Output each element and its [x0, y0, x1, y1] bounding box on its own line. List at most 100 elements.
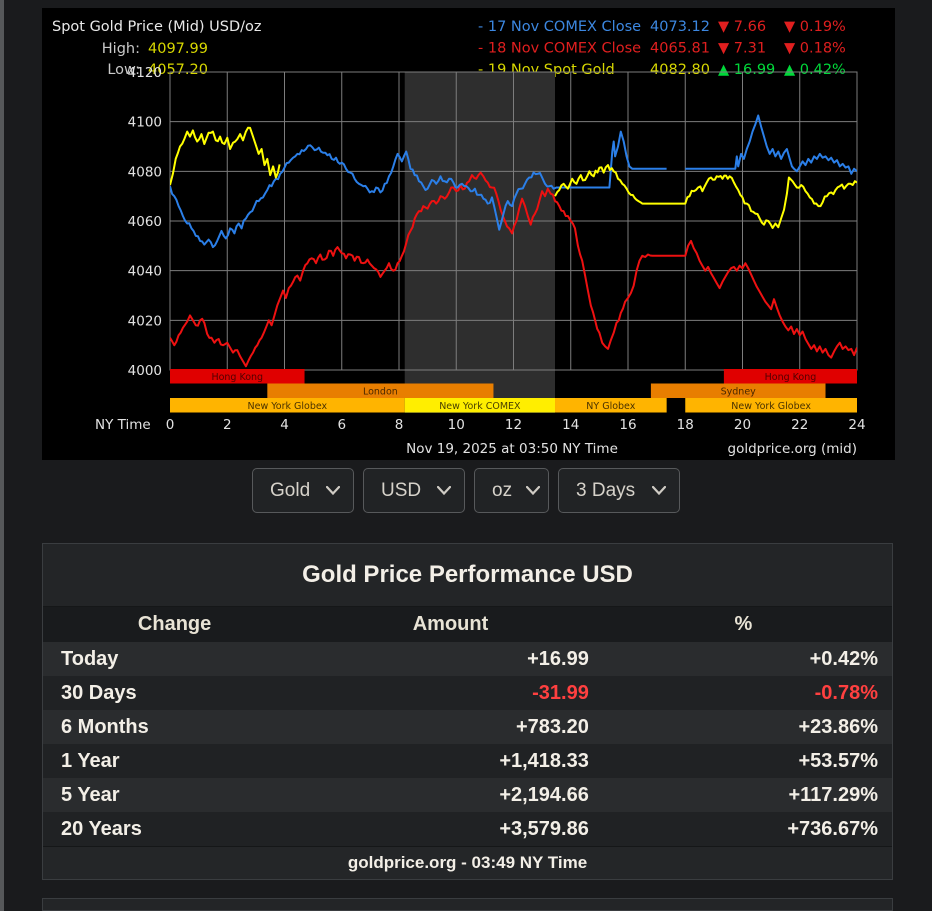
- high-value: 4097.99: [148, 41, 208, 57]
- x-tick-label: 20: [734, 417, 751, 433]
- x-tick-label: 6: [337, 417, 346, 433]
- session-label: New York Globex: [248, 401, 328, 412]
- x-tick-label: 14: [562, 417, 579, 433]
- chart-caption: Nov 19, 2025 at 03:50 NY Time: [406, 441, 618, 457]
- session-label: Hong Kong: [765, 372, 817, 383]
- table-row-6-months: 6 Months +783.20 +23.86%: [43, 710, 892, 744]
- price-line-17-nov-comex-close: [685, 114, 857, 175]
- x-tick-label: 12: [505, 417, 522, 433]
- column-header-pct: %: [734, 613, 753, 635]
- x-tick-label: 8: [395, 417, 404, 433]
- table-row-1-year: 1 Year +1,418.33 +53.57%: [43, 744, 892, 778]
- y-tick-label: 4040: [128, 264, 162, 280]
- x-tick-label: 24: [848, 417, 865, 433]
- metal-select-value: Gold: [270, 479, 311, 501]
- session-label: New York Globex: [731, 401, 811, 412]
- currency-select[interactable]: USD: [363, 468, 465, 513]
- performance-table-header: Change Amount %: [43, 607, 892, 642]
- legend-value: 4065.81: [650, 41, 710, 57]
- plot-border: [169, 71, 858, 371]
- unit-select[interactable]: oz: [474, 468, 549, 513]
- session-bar-hong-kong: [723, 369, 857, 384]
- gold-price-chart: Spot Gold Price (Mid) USD/oz High: 4097.…: [52, 19, 866, 457]
- table-row-5-year: 5 Year +2,194.66 +117.29%: [43, 778, 892, 812]
- price-line-18-nov-comex-close: [170, 171, 857, 368]
- legend-pct: ▼ 0.19%: [784, 19, 846, 35]
- chart-source: goldprice.org (mid): [728, 441, 857, 457]
- row-amount: +2,194.66: [499, 783, 589, 806]
- row-pct: +736.67%: [787, 817, 878, 840]
- legend-change: ▲ 16.99: [718, 62, 775, 78]
- y-tick-label: 4000: [128, 363, 162, 379]
- session-label: New York COMEX: [439, 401, 521, 412]
- row-amount: +16.99: [527, 647, 589, 670]
- chart-legend: - 17 Nov COMEX Close 4073.12 ▼ 7.66 ▼ 0.19%…: [478, 19, 846, 78]
- row-label: 1 Year: [61, 749, 120, 772]
- session-label: NY Globex: [586, 401, 635, 412]
- row-pct: -0.78%: [814, 681, 878, 704]
- session-label: London: [363, 387, 398, 398]
- low-value: 4057.20: [148, 62, 208, 78]
- gold-price-chart-panel: Spot Gold Price (Mid) USD/oz High: 4097.…: [42, 8, 895, 460]
- x-tick-label: 10: [448, 417, 465, 433]
- row-pct: +117.29%: [788, 783, 878, 806]
- range-select-value: 3 Days: [576, 479, 636, 501]
- metal-select[interactable]: Gold: [252, 468, 354, 513]
- x-tick-label: 18: [677, 417, 694, 433]
- row-pct: +0.42%: [809, 647, 878, 670]
- table-row-30-days: 30 Days -31.99 -0.78%: [43, 676, 892, 710]
- chart-title: Spot Gold Price (Mid) USD/oz: [52, 19, 262, 35]
- legend-pct: ▲ 0.42%: [784, 62, 846, 78]
- session-bar-london: [267, 383, 494, 398]
- legend-change: ▼ 7.31: [718, 41, 766, 57]
- legend-pct: ▼ 0.18%: [784, 41, 846, 57]
- legend-label: - 17 Nov COMEX Close: [478, 19, 641, 35]
- x-tick-label: 4: [280, 417, 289, 433]
- x-tick-label: 16: [619, 417, 636, 433]
- session-label: Sydney: [721, 387, 757, 398]
- chevron-down-icon: [526, 486, 541, 495]
- session-bar-hong-kong: [170, 369, 305, 384]
- row-amount: +3,579.86: [499, 817, 589, 840]
- session-bar-new-york-globex: [685, 398, 857, 413]
- performance-table-rows: Today +16.99 +0.42% 30 Days -31.99 -0.78% 6 Mo…: [43, 642, 892, 846]
- performance-table-footer: goldprice.org - 03:49 NY Time: [43, 846, 892, 879]
- session-label: Hong Kong: [211, 372, 263, 383]
- y-tick-label: 4120: [128, 65, 162, 81]
- high-label: High:: [102, 41, 140, 57]
- chevron-down-icon: [437, 486, 451, 495]
- y-tick-label: 4060: [128, 214, 162, 230]
- range-select[interactable]: 3 Days: [558, 468, 680, 513]
- currency-select-value: USD: [381, 479, 422, 501]
- session-bar-new-york-comex: [404, 398, 556, 413]
- chevron-down-icon: [326, 486, 340, 495]
- table-row-20-years: 20 Years +3,579.86 +736.67%: [43, 812, 892, 846]
- performance-table-panel: Gold Price Performance USD Change Amount…: [42, 543, 893, 880]
- price-line-19-nov-spot-gold: [554, 164, 857, 229]
- x-tick-label: 0: [166, 417, 175, 433]
- row-pct: +23.86%: [798, 715, 878, 738]
- chevron-down-icon: [652, 486, 666, 495]
- row-label: 20 Years: [61, 817, 142, 840]
- y-tick-label: 4020: [128, 313, 162, 329]
- price-line-19-nov-spot-gold: [170, 126, 281, 186]
- table-row-today: Today +16.99 +0.42%: [43, 642, 892, 676]
- row-label: 30 Days: [61, 681, 137, 704]
- y-tick-label: 4100: [128, 115, 162, 131]
- next-panel-peek: [42, 898, 893, 911]
- x-tick-label: 22: [791, 417, 808, 433]
- comex-session-band: [404, 72, 556, 413]
- row-label: 6 Months: [61, 715, 149, 738]
- session-bar-sydney: [650, 383, 826, 398]
- column-header-amount: Amount: [412, 613, 489, 635]
- x-tick-label: 2: [223, 417, 232, 433]
- legend-change: ▼ 7.66: [718, 19, 766, 35]
- y-tick-label: 4080: [128, 164, 162, 180]
- performance-table-title: Gold Price Performance USD: [43, 544, 892, 607]
- session-bar-new-york-globex: [170, 398, 405, 413]
- column-header-change: Change: [137, 613, 212, 635]
- low-label: Low:: [107, 62, 140, 78]
- x-axis-label: NY Time: [95, 417, 151, 433]
- session-bar-ny-globex: [555, 398, 667, 413]
